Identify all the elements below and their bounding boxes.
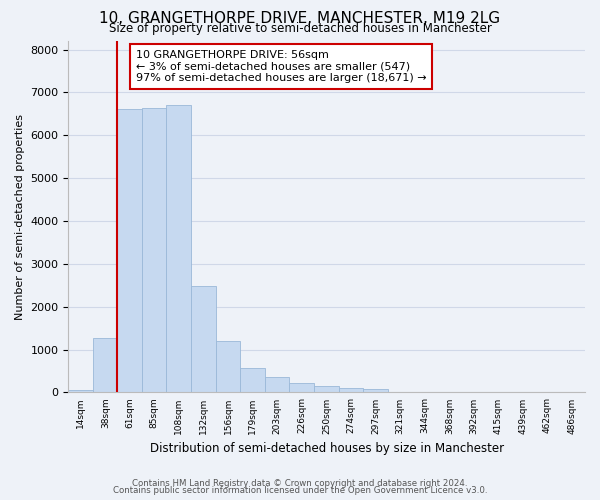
Text: 10 GRANGETHORPE DRIVE: 56sqm
← 3% of semi-detached houses are smaller (547)
97% : 10 GRANGETHORPE DRIVE: 56sqm ← 3% of sem… (136, 50, 426, 83)
Bar (94, 338, 118, 392)
Bar (240, 368, 265, 392)
Bar (191, 286, 216, 393)
Bar (339, 388, 363, 392)
Text: Contains HM Land Registry data © Crown copyright and database right 2024.: Contains HM Land Registry data © Crown c… (132, 478, 468, 488)
Bar (314, 386, 339, 392)
Y-axis label: Number of semi-detached properties: Number of semi-detached properties (15, 114, 25, 320)
X-axis label: Distribution of semi-detached houses by size in Manchester: Distribution of semi-detached houses by … (149, 442, 504, 455)
Bar (118, 108, 142, 393)
Bar (142, 108, 166, 393)
Bar (68, 390, 94, 392)
Bar (265, 377, 289, 392)
Bar (216, 341, 240, 392)
Bar (289, 383, 314, 392)
Text: Contains public sector information licensed under the Open Government Licence v3: Contains public sector information licen… (113, 486, 487, 495)
Bar (363, 388, 388, 392)
Text: 10, GRANGETHORPE DRIVE, MANCHESTER, M19 2LG: 10, GRANGETHORPE DRIVE, MANCHESTER, M19 … (100, 11, 500, 26)
Text: Size of property relative to semi-detached houses in Manchester: Size of property relative to semi-detach… (109, 22, 491, 35)
Bar (166, 106, 191, 393)
